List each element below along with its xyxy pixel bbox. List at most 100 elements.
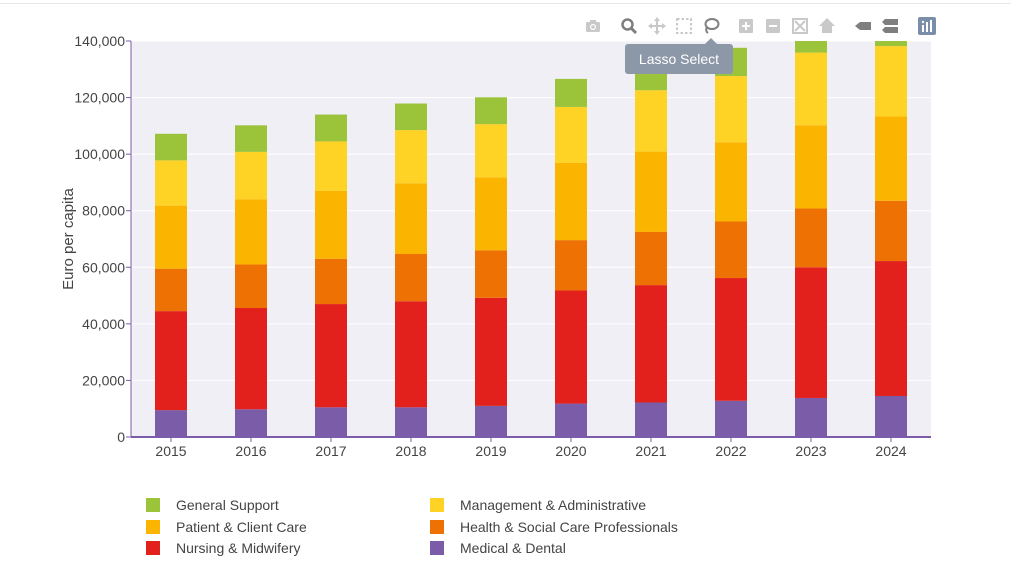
bar-segment[interactable] — [235, 199, 267, 265]
bar-segment[interactable] — [395, 103, 427, 131]
autoscale-icon[interactable] — [790, 16, 810, 36]
bar-segment[interactable] — [475, 97, 507, 125]
tooltip-arrow — [705, 38, 717, 44]
bar-segment[interactable] — [635, 90, 667, 152]
legend-swatch — [430, 498, 444, 512]
bar-segment[interactable] — [635, 402, 667, 437]
bar-segment[interactable] — [155, 133, 187, 161]
legend-swatch — [146, 519, 160, 534]
bar-segment[interactable] — [395, 253, 427, 302]
bar-segment[interactable] — [555, 106, 587, 163]
x-tick-label: 2017 — [315, 443, 346, 459]
bar-segment[interactable] — [875, 41, 907, 47]
zoom-icon[interactable] — [619, 16, 639, 36]
bar-segment[interactable] — [795, 41, 827, 53]
bar-segment[interactable] — [395, 130, 427, 184]
bar-segment[interactable] — [555, 240, 587, 291]
x-tick-label: 2015 — [155, 443, 186, 459]
bar-segment[interactable] — [315, 114, 347, 142]
x-tick-label: 2016 — [235, 443, 266, 459]
top-divider — [0, 3, 1011, 4]
bar-segment[interactable] — [795, 208, 827, 268]
legend-label: Health & Social Care Professionals — [460, 518, 678, 535]
bar-segment[interactable] — [315, 190, 347, 259]
bar-segment[interactable] — [875, 46, 907, 117]
legend-swatch — [430, 541, 444, 555]
bar-segment[interactable] — [715, 76, 747, 143]
y-tick-label: 0 — [117, 429, 125, 445]
legend: General Support Management & Administrati… — [140, 492, 840, 562]
bar-segment[interactable] — [635, 151, 667, 232]
bar-segment[interactable] — [795, 267, 827, 398]
legend-item[interactable]: Nursing & Midwifery — [146, 538, 300, 558]
bar-segment[interactable] — [155, 268, 187, 312]
x-tick-label: 2020 — [555, 443, 586, 459]
bar-segment[interactable] — [875, 395, 907, 437]
legend-item[interactable]: General Support — [146, 495, 279, 515]
legend-item[interactable]: Health & Social Care Professionals — [430, 517, 678, 537]
x-tick-label: 2024 — [875, 443, 906, 459]
bar-segment[interactable] — [875, 261, 907, 396]
bar-segment[interactable] — [875, 116, 907, 201]
bar-segment[interactable] — [395, 301, 427, 408]
bar-segment[interactable] — [795, 125, 827, 209]
bar-segment[interactable] — [155, 205, 187, 269]
bar-segment[interactable] — [475, 177, 507, 251]
zoom-in-icon[interactable] — [736, 16, 756, 36]
bar-segment[interactable] — [395, 183, 427, 254]
bar-segment[interactable] — [715, 278, 747, 401]
bar-segment[interactable] — [315, 258, 347, 305]
hover-compare-icon[interactable] — [880, 16, 900, 36]
bar-segment[interactable] — [875, 200, 907, 262]
bar-segment[interactable] — [155, 160, 187, 206]
bar-segment[interactable] — [155, 311, 187, 411]
legend-item[interactable]: Medical & Dental — [430, 538, 566, 558]
bar-segment[interactable] — [235, 125, 267, 152]
bar-segment[interactable] — [555, 162, 587, 241]
y-tick-label: 120,000 — [74, 90, 125, 106]
y-tick-label: 60,000 — [82, 259, 125, 275]
bar-segment[interactable] — [235, 151, 267, 200]
bar-segment[interactable] — [155, 410, 187, 437]
legend-item[interactable]: Management & Administrative — [430, 495, 646, 515]
bar-segment[interactable] — [715, 142, 747, 222]
y-tick-label: 80,000 — [82, 203, 125, 219]
lasso-select-icon[interactable] — [701, 16, 721, 36]
bar-segment[interactable] — [715, 221, 747, 279]
bar-segment[interactable] — [235, 409, 267, 437]
modebar — [583, 16, 943, 36]
bar-segment[interactable] — [555, 78, 587, 107]
bar-segment[interactable] — [475, 405, 507, 437]
box-select-icon[interactable] — [674, 16, 694, 36]
bar-segment[interactable] — [315, 407, 347, 437]
bar-segment[interactable] — [235, 264, 267, 309]
bar-segment[interactable] — [475, 250, 507, 298]
bar-segment[interactable] — [315, 304, 347, 408]
bar-segment[interactable] — [315, 141, 347, 191]
legend-label: Patient & Client Care — [176, 518, 307, 535]
zoom-out-icon[interactable] — [763, 16, 783, 36]
bar-segment[interactable] — [555, 290, 587, 404]
x-tick-label: 2023 — [795, 443, 826, 459]
bar-segment[interactable] — [635, 231, 667, 286]
plotly-logo-icon[interactable] — [917, 16, 937, 36]
bar-segment[interactable] — [395, 407, 427, 437]
x-tick-label: 2021 — [635, 443, 666, 459]
camera-icon[interactable] — [583, 16, 603, 36]
bar-segment[interactable] — [555, 403, 587, 437]
hover-closest-icon[interactable] — [853, 16, 873, 36]
bar-segment[interactable] — [715, 400, 747, 437]
legend-item[interactable]: Patient & Client Care — [146, 517, 307, 537]
bar-segment[interactable] — [795, 52, 827, 126]
bar-segment[interactable] — [795, 397, 827, 437]
pan-icon[interactable] — [647, 16, 667, 36]
bar-segment[interactable] — [235, 308, 267, 410]
bar-segment[interactable] — [475, 124, 507, 178]
reset-axes-icon[interactable] — [817, 16, 837, 36]
legend-label: General Support — [176, 497, 279, 513]
y-tick-label: 20,000 — [82, 372, 125, 388]
x-tick-label: 2018 — [395, 443, 426, 459]
bar-segment[interactable] — [635, 285, 667, 403]
bar-segment[interactable] — [475, 297, 507, 406]
